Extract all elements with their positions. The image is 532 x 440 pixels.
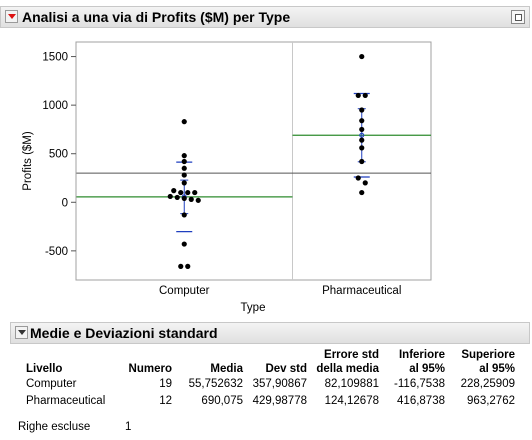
col-superiore-line2: al 95% xyxy=(479,363,515,375)
data-point xyxy=(181,158,187,165)
cell-numero: 19 xyxy=(159,378,172,390)
col-errore-std: Errore std della media xyxy=(311,348,383,376)
excluded-rows: Righe escluse 1 xyxy=(18,421,131,433)
y-tick-label: 1500 xyxy=(42,52,68,64)
data-point xyxy=(174,194,180,201)
data-point xyxy=(359,189,365,196)
cell-dev: 357,90867 xyxy=(252,378,307,390)
data-point xyxy=(362,180,368,186)
col-superiore: Superiore al 95% xyxy=(449,348,519,376)
cell-sup: 228,25909 xyxy=(460,378,515,390)
cell-livello: Computer xyxy=(26,378,77,390)
data-point xyxy=(359,107,365,113)
disclosure-menu-icon[interactable] xyxy=(5,10,18,23)
excluded-rows-value: 1 xyxy=(125,421,132,433)
data-point xyxy=(171,188,177,194)
data-point xyxy=(355,175,361,181)
y-tick-label: -500 xyxy=(45,246,68,258)
data-point xyxy=(359,137,365,143)
data-point xyxy=(181,180,187,186)
x-axis-label: Type xyxy=(241,302,266,314)
cell-sup: 963,2762 xyxy=(467,395,515,407)
plot-frame xyxy=(75,41,432,281)
data-point xyxy=(181,165,187,171)
report-header: Analisi a una via di Profits ($M) per Ty… xyxy=(0,6,530,28)
col-inferiore-line2: al 95% xyxy=(409,363,445,375)
col-livello: Livello xyxy=(26,363,63,375)
cell-err: 124,12678 xyxy=(324,395,379,407)
data-point xyxy=(185,263,191,269)
y-axis-label: Profits ($M) xyxy=(22,131,34,191)
x-tick-label: Computer xyxy=(159,285,210,297)
cell-livello: Pharmaceutical xyxy=(26,395,106,407)
data-point xyxy=(185,189,191,196)
x-tick-label: Pharmaceutical xyxy=(322,285,401,297)
data-point xyxy=(181,119,187,125)
data-point xyxy=(181,153,187,159)
cell-media: 55,752632 xyxy=(188,378,243,390)
data-point xyxy=(359,53,365,60)
cell-numero: 12 xyxy=(159,395,172,407)
window-restore-icon[interactable] xyxy=(511,10,525,24)
col-media: Media xyxy=(210,363,243,375)
data-point xyxy=(181,195,187,201)
data-point xyxy=(181,212,187,218)
y-tick-label: 500 xyxy=(49,149,68,161)
x-axis: Computer Pharmaceutical xyxy=(159,285,401,297)
y-tick-label: 1000 xyxy=(42,100,68,112)
table-header-row: Livello Numero Media Dev std Errore std d… xyxy=(22,348,519,376)
data-point xyxy=(167,193,173,200)
col-dev-std: Dev std xyxy=(265,363,307,375)
data-point xyxy=(178,189,184,196)
disclosure-icon[interactable] xyxy=(15,326,28,339)
data-point xyxy=(359,145,365,151)
col-errore-std-line1: Errore std xyxy=(324,349,379,361)
data-point xyxy=(359,158,365,165)
col-numero: Numero xyxy=(128,363,172,375)
data-point xyxy=(362,92,368,99)
data-point xyxy=(188,196,194,202)
cell-inf: -116,7538 xyxy=(394,378,445,390)
cell-media: 690,075 xyxy=(201,395,243,407)
excluded-rows-label: Righe escluse xyxy=(18,421,91,433)
stats-title: Medie e Deviazioni standard xyxy=(30,325,218,341)
data-point xyxy=(359,118,365,124)
cell-inf: 416,8738 xyxy=(397,395,445,407)
data-point xyxy=(181,172,187,178)
cell-dev: 429,98778 xyxy=(252,395,307,407)
table-row: Computer 19 55,752632 357,90867 82,10988… xyxy=(22,376,519,393)
data-point xyxy=(192,189,198,196)
report-title: Analisi a una via di Profits ($M) per Ty… xyxy=(22,9,291,25)
y-tick-label: 0 xyxy=(62,197,68,209)
mean-marker xyxy=(359,132,365,138)
col-inferiore: Inferiore al 95% xyxy=(383,348,449,376)
y-axis: 1500 1000 500 0 -500 xyxy=(42,42,77,280)
col-superiore-line1: Superiore xyxy=(461,349,515,361)
data-point xyxy=(359,126,365,133)
stats-header: Medie e Deviazioni standard xyxy=(10,322,530,344)
col-inferiore-line1: Inferiore xyxy=(398,349,445,361)
cell-err: 82,109881 xyxy=(324,378,379,390)
data-point xyxy=(195,197,201,203)
data-point xyxy=(181,241,187,247)
data-points xyxy=(167,53,368,269)
table-row: Pharmaceutical 12 690,075 429,98778 124,… xyxy=(22,393,519,410)
col-errore-std-line2: della media xyxy=(316,363,379,375)
data-point xyxy=(178,263,184,269)
data-point xyxy=(355,92,361,99)
means-table: Livello Numero Media Dev std Errore std d… xyxy=(22,348,519,410)
